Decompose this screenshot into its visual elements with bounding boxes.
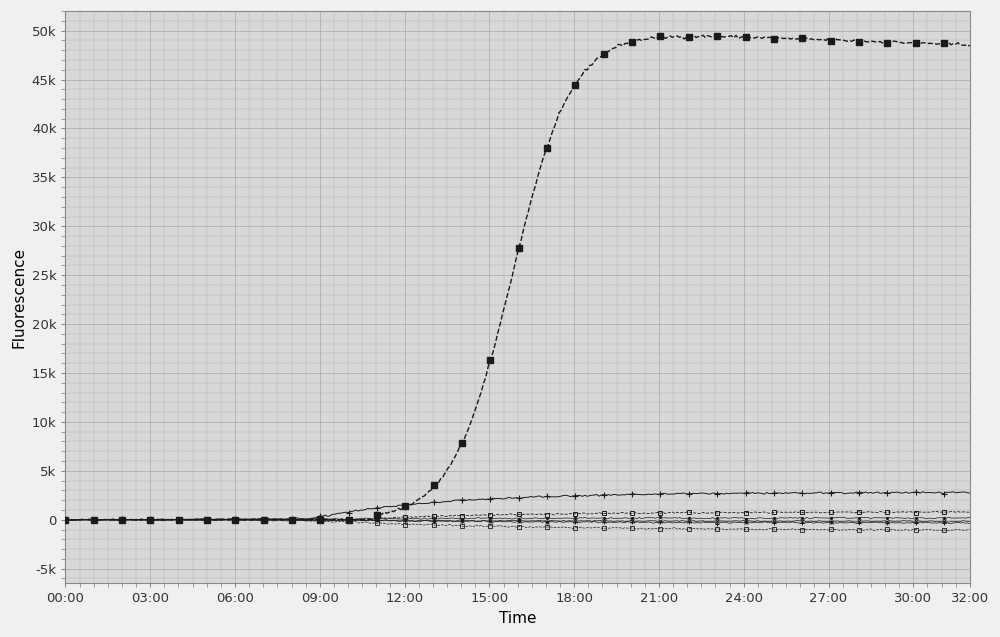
Y-axis label: Fluorescence: Fluorescence bbox=[11, 247, 26, 348]
X-axis label: Time: Time bbox=[499, 611, 536, 626]
